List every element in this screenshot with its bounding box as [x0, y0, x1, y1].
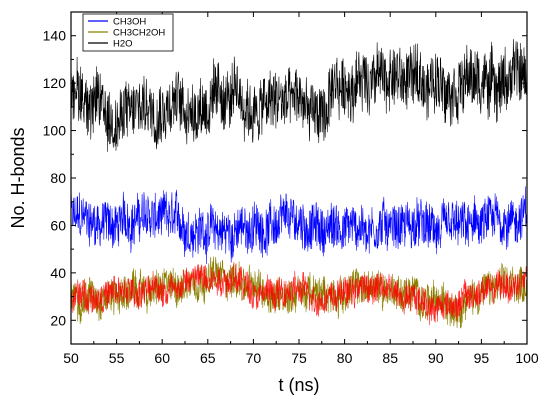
x-tick-label: 100	[515, 350, 539, 366]
x-tick-label: 75	[291, 350, 307, 366]
x-tick-label: 65	[200, 350, 216, 366]
legend-label-ch3ch2oh: CH3CH2OH	[113, 28, 165, 39]
y-tick-label: 120	[43, 75, 67, 91]
x-tick-label: 55	[109, 350, 125, 366]
x-tick-label: 85	[382, 350, 398, 366]
series-line-h2o	[70, 39, 528, 152]
y-tick-label: 40	[50, 265, 66, 281]
x-tick-label: 50	[63, 350, 79, 366]
x-tick-label: 80	[337, 350, 353, 366]
x-axis-title: t (ns)	[278, 375, 319, 395]
x-tick-label: 60	[154, 350, 170, 366]
x-tick-label: 90	[428, 350, 444, 366]
legend-label-ch3oh: CH3OH	[113, 17, 146, 28]
y-tick-label: 60	[50, 217, 66, 233]
series-line-ch3ch2oh	[70, 256, 528, 329]
series-line-red-overlay	[70, 262, 528, 326]
y-tick-label: 80	[50, 170, 66, 186]
series-line-ch3oh	[70, 186, 528, 265]
y-tick-label: 100	[43, 123, 67, 139]
x-tick-label: 95	[474, 350, 490, 366]
y-tick-label: 20	[50, 312, 66, 328]
y-axis-title: No. H-bonds	[8, 127, 28, 228]
legend-label-h2o: H2O	[113, 39, 133, 50]
y-tick-label: 140	[43, 28, 67, 44]
x-tick-label: 70	[246, 350, 262, 366]
series-traces	[70, 39, 528, 329]
axis-ticks: 50 55 60 65 70 75 80 85 90 95 100 20 40 60 80 100 120 140	[43, 11, 539, 366]
